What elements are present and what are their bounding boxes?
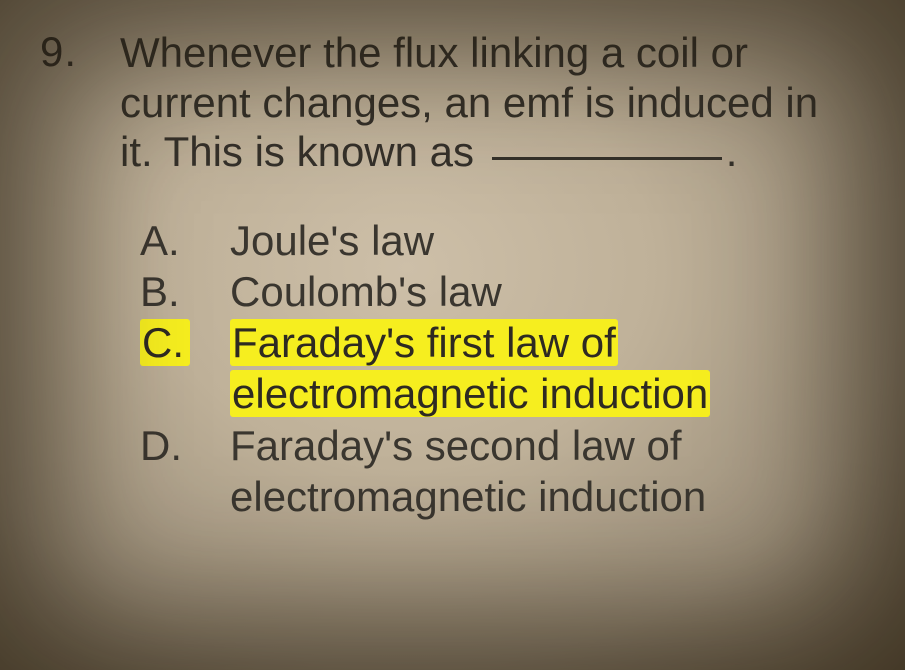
choice-c-letter: C.	[140, 317, 230, 368]
choice-b-letter: B.	[140, 266, 230, 317]
choice-b-text: Coulomb's law	[230, 266, 865, 317]
stem-line-3-pre: it. This is known as	[120, 128, 474, 175]
choice-c: C. Faraday's first law of electromagneti…	[140, 317, 865, 419]
choice-b: B. Coulomb's law	[140, 266, 865, 317]
stem-line-2: current changes, an emf is induced in	[120, 79, 818, 126]
choice-a: A. Joule's law	[140, 215, 865, 266]
fill-blank	[492, 157, 722, 160]
choice-c-line1-highlight: Faraday's first law of	[230, 319, 618, 366]
question-row: 9. Whenever the flux linking a coil or c…	[40, 28, 865, 177]
choice-c-text: Faraday's first law of electromagnetic i…	[230, 317, 865, 419]
stem-line-1: Whenever the flux linking a coil or	[120, 29, 748, 76]
choice-d-line2: electromagnetic induction	[230, 473, 706, 520]
choice-a-letter: A.	[140, 215, 230, 266]
stem-line-3-post: .	[726, 128, 738, 175]
question-stem: Whenever the flux linking a coil or curr…	[120, 28, 818, 177]
choice-c-letter-highlight: C.	[140, 319, 190, 366]
question-number: 9.	[40, 28, 120, 76]
choice-c-line2-highlight: electromagnetic induction	[230, 370, 710, 417]
choice-d: D. Faraday's second law of electromagnet…	[140, 420, 865, 522]
answer-choices: A. Joule's law B. Coulomb's law C. Farad…	[140, 215, 865, 522]
choice-a-text: Joule's law	[230, 215, 865, 266]
choice-d-line1: Faraday's second law of	[230, 422, 682, 469]
choice-d-text: Faraday's second law of electromagnetic …	[230, 420, 865, 522]
choice-d-letter: D.	[140, 420, 230, 471]
exam-page: 9. Whenever the flux linking a coil or c…	[0, 0, 905, 670]
